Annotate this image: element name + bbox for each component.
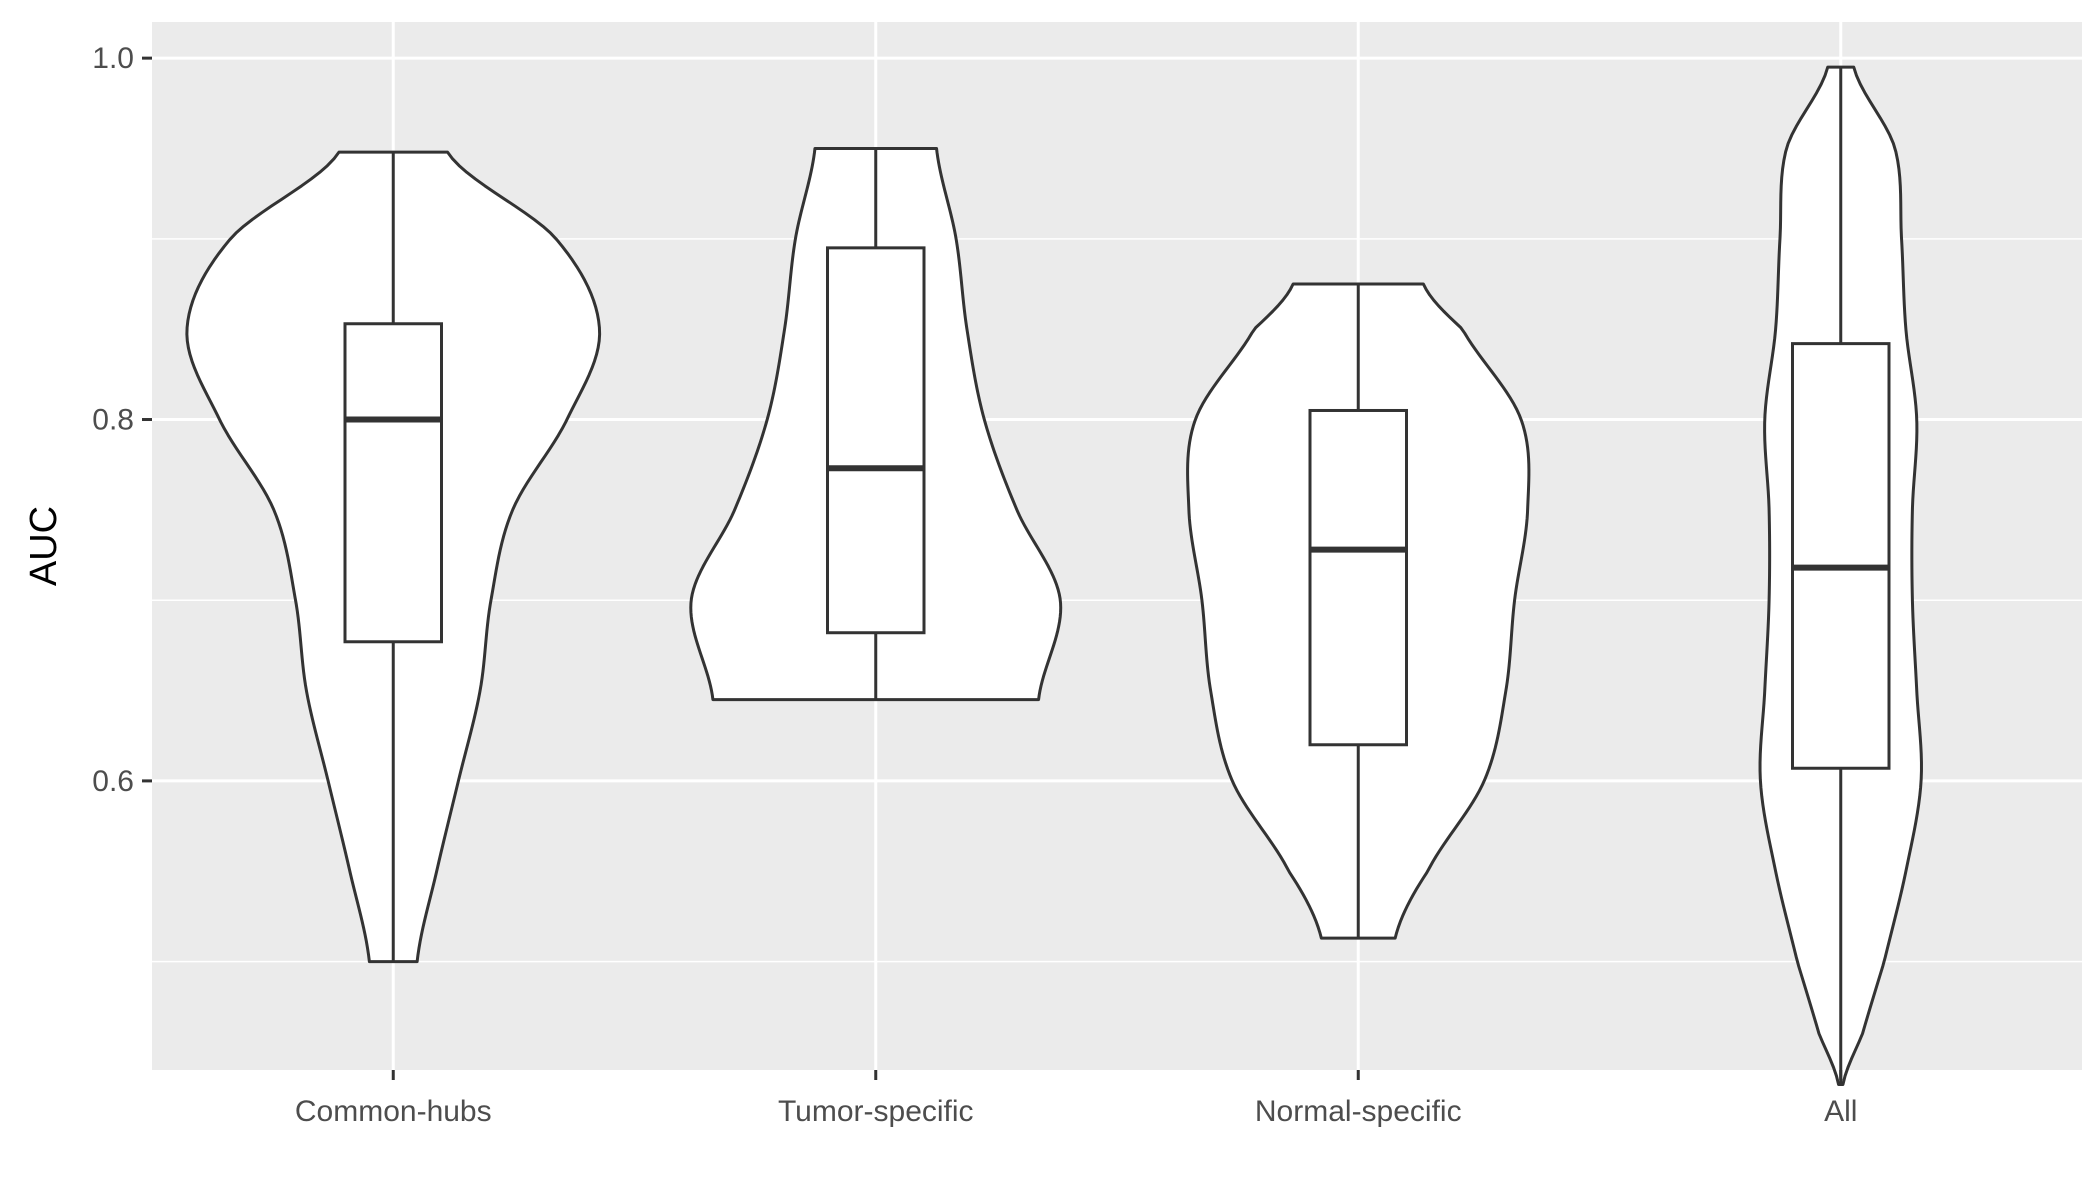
x-tick-label-1: Tumor-specific	[778, 1095, 974, 1128]
x-tick-label-2: Normal-specific	[1255, 1095, 1462, 1128]
axes: 0.6 0.8 1.0 Common-hubs Tumor-specific Normal…	[92, 42, 1857, 1128]
box-normal-specific	[1308, 408, 1408, 747]
box-common-hubs	[343, 322, 443, 644]
x-tick-label-0: Common-hubs	[295, 1095, 492, 1128]
y-tick-label-1: 0.8	[92, 404, 134, 437]
y-tick-label-2: 1.0	[92, 42, 134, 75]
y-axis-title: AUC	[23, 506, 65, 586]
x-tick-label-3: All	[1824, 1095, 1857, 1128]
box-tumor-specific	[826, 246, 926, 635]
y-tick-label-0: 0.6	[92, 765, 134, 798]
box-all	[1791, 342, 1891, 770]
boxplots	[343, 67, 1891, 1085]
